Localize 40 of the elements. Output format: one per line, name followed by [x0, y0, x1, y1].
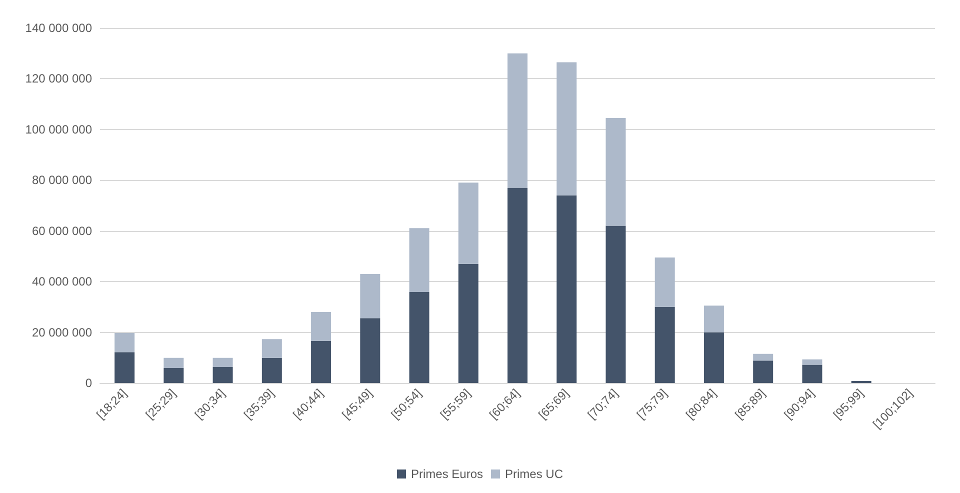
y-tick-label: 100 000 000 — [25, 122, 92, 136]
bar — [262, 339, 282, 358]
bar — [606, 226, 626, 383]
bar — [802, 359, 822, 365]
bar — [114, 333, 135, 352]
bar — [458, 182, 478, 264]
bar — [704, 306, 724, 332]
bar — [654, 257, 675, 307]
bar — [360, 318, 380, 383]
y-tick-label: 60 000 000 — [32, 224, 92, 238]
bar — [508, 53, 528, 188]
bar — [262, 358, 282, 383]
y-tick-label: 140 000 000 — [25, 21, 92, 35]
bar — [311, 312, 332, 341]
bar — [164, 368, 184, 383]
bar — [360, 274, 380, 318]
bar — [654, 306, 675, 383]
bar — [802, 364, 822, 383]
bar — [704, 332, 724, 383]
bar — [753, 354, 774, 361]
bar — [212, 367, 233, 383]
bar — [409, 292, 430, 383]
legend-label: Primes UC — [505, 467, 564, 481]
bar — [753, 360, 774, 383]
bar — [556, 195, 577, 383]
y-tick-label: 0 — [85, 376, 92, 390]
y-tick-label: 120 000 000 — [25, 72, 92, 86]
bar — [556, 62, 577, 196]
y-tick-label: 80 000 000 — [32, 173, 92, 188]
bar — [606, 118, 626, 226]
bar — [114, 352, 135, 383]
bar — [164, 358, 184, 368]
bar — [508, 188, 528, 383]
bar — [409, 228, 430, 292]
bar — [311, 340, 332, 383]
bar — [212, 358, 233, 368]
y-tick-label: 40 000 000 — [32, 274, 92, 289]
y-tick-label: 20 000 000 — [32, 325, 92, 340]
legend-label: Primes Euros — [410, 467, 484, 481]
bar — [458, 264, 478, 383]
